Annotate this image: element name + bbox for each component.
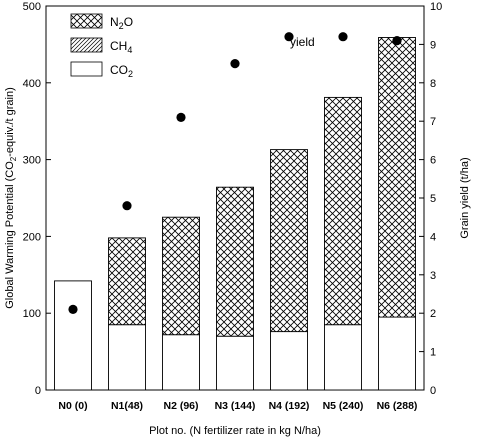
y2-tick-label-5: 5 [430,193,436,205]
legend-swatch-co2 [70,61,103,77]
y-tick-label-300: 300 [23,155,41,167]
bar-co2-0 [54,280,92,391]
bar-n2o-4 [270,149,308,333]
y2-tick-label-6: 6 [430,155,436,167]
y2-tick-label-9: 9 [430,39,436,51]
x-tick-label-1: N1(48) [111,400,143,412]
x-axis-title: Plot no. (N fertilizer rate in kg N/ha) [149,425,321,437]
y-tick-label-400: 400 [23,78,41,90]
yield-point-2 [176,112,186,122]
yield-point-4 [284,32,294,42]
x-tick-label-4: N4 (192) [269,400,310,412]
legend: N2O CH4 CO2 [70,13,133,79]
bar-co2-4 [270,331,308,391]
bar-co2-3 [216,335,254,391]
y2-tick-label-1: 1 [430,347,436,359]
y2-tick-label-3: 3 [430,270,436,282]
y-axis-title: Global Warming Potential (CO2-equiv./t g… [4,87,18,309]
bar-n2o-1 [108,237,146,326]
y2-tick-label-7: 7 [430,116,436,128]
y-tick-label-500: 500 [23,1,41,13]
yield-point-0 [68,304,78,314]
bars-layer [54,37,416,391]
left-axis: 0 100 200 300 400 500 [23,1,51,397]
yield-point-5 [338,32,348,42]
yield-annotation: yield [290,35,315,49]
bar-n2o-3 [216,186,254,337]
legend-swatch-n2o [70,13,103,29]
y-tick-label-100: 100 [23,308,41,320]
x-tick-label-0: N0 (0) [58,400,87,412]
yield-point-1 [122,201,132,211]
bar-co2-1 [108,324,146,391]
bar-n2o-5 [324,96,362,326]
yield-point-3 [230,59,240,69]
x-tick-label-6: N6 (288) [377,400,418,412]
bar-co2-5 [324,324,362,391]
y2-tick-label-2: 2 [430,308,436,320]
legend-label-n2o: N2O [110,15,133,31]
y2-tick-label-4: 4 [430,231,436,243]
x-tick-label-2: N2 (96) [163,400,198,412]
right-axis: 0 1 2 3 4 5 6 7 8 9 10 [419,1,442,397]
legend-swatch-ch4 [70,37,103,53]
legend-label-ch4: CH4 [110,39,132,55]
y-tick-label-0: 0 [35,385,41,397]
yield-points-layer [68,32,402,314]
bar-co2-6 [378,316,416,391]
x-tick-label-3: N3 (144) [215,400,256,412]
x-axis: N0 (0) N1(48) N2 (96) N3 (144) N4 (192) N5 (2… [58,400,417,412]
legend-label-co2: CO2 [110,63,133,79]
y2-tick-label-8: 8 [430,78,436,90]
bar-co2-2 [162,334,200,391]
yield-point-6 [392,36,402,46]
x-tick-label-5: N5 (240) [323,400,364,412]
y-tick-label-200: 200 [23,231,41,243]
y2-tick-label-0: 0 [430,385,436,397]
bar-n2o-2 [162,216,200,336]
y2-tick-label-10: 10 [430,1,442,13]
bar-n2o-6 [378,37,416,318]
y2-axis-title: Grain yield (t/ha) [459,157,471,238]
